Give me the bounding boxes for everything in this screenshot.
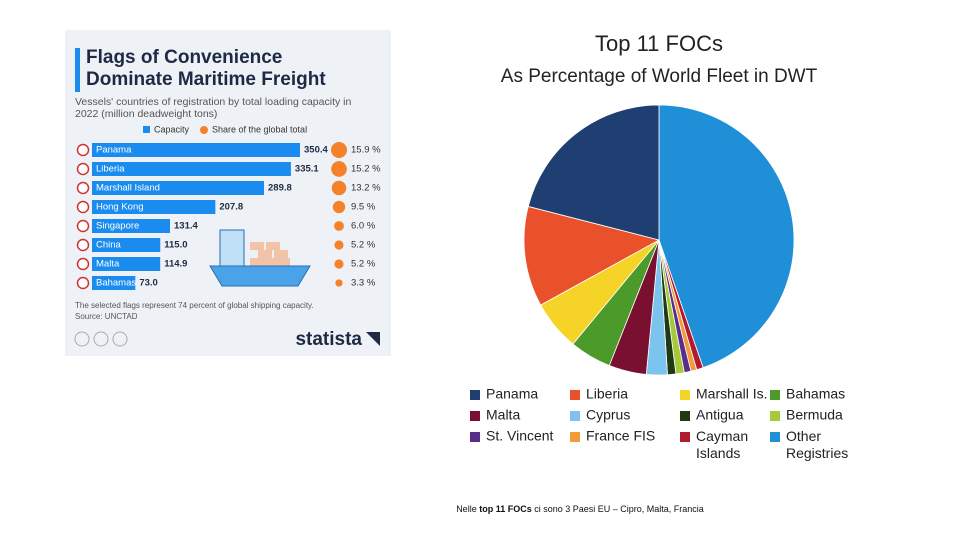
category-label: Hong Kong bbox=[96, 202, 144, 213]
category-label: China bbox=[96, 240, 122, 251]
flag-icon bbox=[76, 200, 90, 214]
category-label: Malta bbox=[96, 259, 120, 270]
share-bubble bbox=[334, 221, 344, 231]
value-label: 207.8 bbox=[219, 202, 243, 213]
legend-label: St. Vincent bbox=[486, 428, 554, 444]
bar bbox=[92, 181, 265, 195]
chart-subtitle: As Percentage of World Fleet in DWT bbox=[501, 66, 818, 87]
bar bbox=[92, 162, 291, 176]
share-label: 5.2 % bbox=[351, 259, 376, 270]
chart-title: Flags of Convenience Dominate Maritime F… bbox=[86, 47, 326, 90]
flag-icon bbox=[76, 143, 90, 157]
flag-icon bbox=[76, 238, 90, 252]
bar bbox=[92, 238, 161, 252]
source: Source: UNCTAD bbox=[75, 312, 138, 321]
value-label: 131.4 bbox=[174, 221, 198, 232]
legend-label: Malta bbox=[486, 407, 520, 423]
legend-label: Cyprus bbox=[586, 407, 630, 423]
legend-swatch bbox=[470, 390, 480, 400]
legend-label: Bahamas bbox=[786, 386, 845, 402]
bar bbox=[92, 257, 161, 271]
ship-illustration bbox=[209, 229, 311, 287]
legend-label: Panama bbox=[486, 386, 538, 402]
flag-icon bbox=[76, 181, 90, 195]
license-icons bbox=[74, 331, 128, 347]
legend-swatch bbox=[570, 411, 580, 421]
footer-caption: Nelle top 11 FOCs ci sono 3 Paesi EU – C… bbox=[456, 504, 704, 514]
flag-icon bbox=[76, 219, 90, 233]
footer-text: ci sono 3 Paesi EU – Cipro, Malta, Franc… bbox=[532, 504, 704, 514]
share-label: 3.3 % bbox=[351, 278, 376, 289]
share-bubble bbox=[335, 279, 343, 287]
pie-slice bbox=[523, 205, 661, 306]
share-label: 9.5 % bbox=[351, 202, 376, 213]
legend-swatch bbox=[143, 126, 150, 133]
brand: statista bbox=[295, 329, 362, 350]
footer-text: top 11 FOCs bbox=[479, 504, 532, 514]
value-label: 115.0 bbox=[164, 240, 187, 251]
share-label: 13.2 % bbox=[351, 183, 381, 194]
legend-label: France FIS bbox=[586, 428, 655, 444]
flag-icon bbox=[76, 257, 90, 271]
value-label: 350.4 bbox=[304, 145, 328, 156]
bar bbox=[92, 219, 170, 233]
legend-label: Share of the global total bbox=[212, 124, 307, 134]
legend-swatch bbox=[680, 411, 690, 421]
legend-label: Cayman Islands bbox=[696, 428, 752, 461]
legend-label: Other Registries bbox=[786, 428, 848, 461]
value-label: 114.9 bbox=[164, 259, 187, 270]
share-bubble bbox=[331, 161, 347, 177]
share-bubble bbox=[334, 259, 344, 269]
share-label: 15.2 % bbox=[351, 164, 381, 175]
share-bubble bbox=[331, 180, 347, 196]
bar bbox=[92, 143, 300, 157]
note: The selected flags represent 74 percent … bbox=[75, 301, 314, 310]
category-label: Panama bbox=[96, 145, 132, 156]
chart-title: Top 11 FOCs bbox=[595, 31, 723, 56]
category-label: Bahamas bbox=[96, 278, 136, 289]
flag-icon bbox=[76, 276, 90, 290]
title-accent bbox=[75, 48, 80, 92]
legend-swatch bbox=[200, 126, 208, 134]
chart-subtitle: Vessels' countries of registration by to… bbox=[75, 96, 354, 120]
share-bubble bbox=[334, 240, 344, 250]
legend-swatch bbox=[770, 432, 780, 442]
bar bbox=[92, 200, 216, 214]
share-label: 15.9 % bbox=[351, 145, 381, 156]
share-bubble bbox=[332, 200, 346, 214]
share-label: 5.2 % bbox=[351, 240, 376, 251]
legend-swatch bbox=[470, 432, 480, 442]
value-label: 335.1 bbox=[295, 164, 319, 175]
share-label: 6.0 % bbox=[351, 221, 376, 232]
share-bubble bbox=[331, 142, 347, 158]
legend-label: Bermuda bbox=[786, 407, 843, 423]
value-label: 289.8 bbox=[268, 183, 292, 194]
legend-swatch bbox=[770, 411, 780, 421]
legend-swatch bbox=[470, 411, 480, 421]
legend-label: Antigua bbox=[696, 407, 744, 423]
legend-label: Liberia bbox=[586, 386, 628, 402]
pie-slice bbox=[527, 104, 660, 241]
category-label: Marshall Island bbox=[96, 183, 160, 194]
footer-text: Nelle bbox=[456, 504, 479, 514]
flag-icon bbox=[76, 162, 90, 176]
category-label: Singapore bbox=[96, 221, 139, 232]
legend-swatch bbox=[680, 432, 690, 442]
legend-label: Marshall Is. bbox=[696, 386, 768, 402]
legend-swatch bbox=[570, 390, 580, 400]
bar bbox=[92, 276, 136, 290]
brand-mark bbox=[366, 332, 380, 346]
legend-swatch bbox=[570, 432, 580, 442]
pie-slice bbox=[658, 104, 795, 369]
value-label: 73.0 bbox=[139, 278, 158, 289]
legend-label: Capacity bbox=[154, 124, 190, 134]
legend-swatch bbox=[680, 390, 690, 400]
legend-swatch bbox=[770, 390, 780, 400]
category-label: Liberia bbox=[96, 164, 125, 175]
